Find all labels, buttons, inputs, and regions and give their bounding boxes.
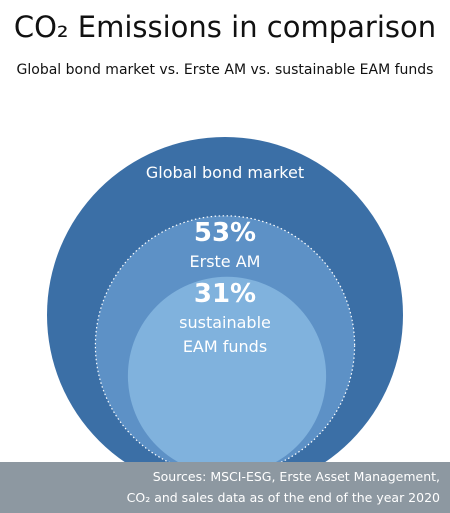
category-label: sustainable EAM funds [179, 312, 271, 356]
chart-subtitle: Global bond market vs. Erste AM vs. sust… [16, 62, 434, 78]
outer-label: Global bond market [145, 163, 305, 182]
value-label: 53% [193, 217, 257, 248]
chart-title: CO₂ Emissions in comparison [13, 10, 437, 44]
value-label: 31% [193, 278, 257, 309]
category-label: Erste AM [189, 251, 261, 271]
circle [127, 276, 327, 475]
footer [0, 462, 450, 513]
source: Sources: MSCI-ESG, Erste Asset Managemen… [126, 469, 440, 505]
